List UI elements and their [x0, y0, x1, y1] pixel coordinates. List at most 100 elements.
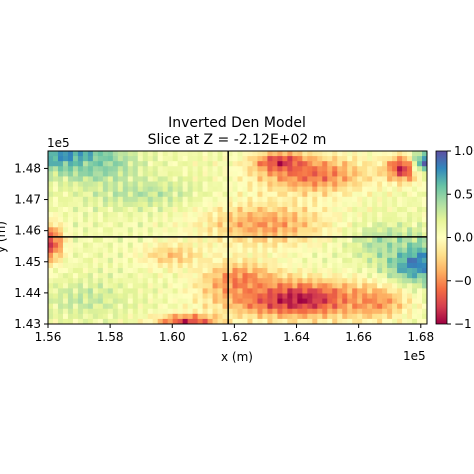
heatmap-cell [397, 217, 403, 223]
heatmap-cell [277, 313, 283, 320]
heatmap-cell [322, 227, 328, 233]
heatmap-cell [357, 217, 363, 223]
heatmap-cell [387, 181, 393, 188]
heatmap-cell [387, 196, 393, 203]
heatmap-cell [112, 161, 119, 167]
heatmap-cell [302, 298, 308, 305]
heatmap-cell [422, 237, 428, 243]
heatmap-cell [122, 262, 129, 269]
heatmap-cell [87, 237, 94, 243]
heatmap-cell [87, 212, 94, 218]
heatmap-cell [307, 283, 313, 289]
colorbar-ticks: 1.000.500.00−0−1 [447, 144, 474, 331]
heatmap-cell [122, 191, 129, 198]
heatmap-cell [317, 156, 323, 162]
heatmap-cell [327, 268, 333, 274]
heatmap-cell [107, 191, 114, 198]
heatmap-cell [327, 201, 333, 208]
heatmap-cell [197, 293, 203, 299]
heatmap-cell [312, 171, 318, 177]
heatmap-cell [157, 201, 164, 208]
heatmap-cell [302, 171, 308, 177]
heatmap-cell [142, 201, 149, 208]
heatmap-cell [397, 161, 403, 167]
heatmap-cell [162, 242, 169, 249]
heatmap-cell [82, 247, 89, 254]
heatmap-cell [407, 293, 413, 299]
heatmap-cell [127, 176, 134, 182]
heatmap-cell [242, 201, 248, 208]
heatmap-cell [412, 161, 418, 167]
heatmap-cell [382, 181, 388, 188]
heatmap-cell [127, 181, 134, 188]
heatmap-cell [387, 303, 393, 310]
heatmap-cell [132, 196, 139, 203]
heatmap-cell [402, 181, 408, 188]
heatmap-cell [377, 201, 383, 208]
heatmap-cell [372, 227, 378, 233]
heatmap-cell [362, 201, 368, 208]
heatmap-cell [157, 232, 164, 238]
heatmap-cell [142, 268, 149, 274]
heatmap-cell [337, 196, 343, 203]
heatmap-cell [52, 151, 59, 157]
heatmap-cell [62, 222, 69, 228]
heatmap-cell [222, 278, 228, 284]
heatmap-cell [227, 278, 233, 284]
heatmap-cell [137, 201, 144, 208]
heatmap-cell [102, 186, 109, 193]
heatmap-cell [377, 257, 383, 264]
heatmap-cell [117, 222, 124, 228]
heatmap-cell [337, 166, 343, 172]
heatmap-cell [152, 232, 159, 238]
heatmap-cell [257, 232, 263, 238]
heatmap-cell [62, 303, 69, 310]
heatmap-cell [107, 186, 114, 193]
heatmap-cell [157, 242, 164, 249]
heatmap-cell [137, 181, 144, 188]
heatmap-cell [287, 186, 293, 193]
heatmap-cell [232, 206, 238, 213]
heatmap-cell [387, 262, 393, 269]
heatmap-cell [57, 247, 64, 254]
heatmap-cell [187, 268, 194, 274]
heatmap-cell [362, 166, 368, 172]
heatmap-cell [142, 242, 149, 249]
heatmap-cell [77, 318, 84, 325]
heatmap-cell [267, 201, 273, 208]
heatmap-cell [292, 161, 298, 167]
heatmap-cell [127, 156, 134, 162]
heatmap-cell [107, 201, 114, 208]
heatmap-cell [67, 222, 74, 228]
heatmap-cell [122, 318, 129, 325]
heatmap-cell [197, 206, 203, 213]
heatmap-cell [242, 217, 248, 223]
heatmap-cell [247, 171, 253, 177]
heatmap-cell [322, 288, 328, 294]
heatmap-cell [257, 201, 263, 208]
heatmap-cell [372, 242, 378, 249]
heatmap-cell [317, 176, 323, 182]
heatmap-cell [377, 303, 383, 310]
heatmap-cell [352, 171, 358, 177]
heatmap-cell [262, 273, 268, 279]
heatmap-cell [422, 196, 428, 203]
heatmap-cell [82, 283, 89, 289]
heatmap-cell [182, 303, 189, 310]
heatmap-cell [207, 151, 213, 157]
heatmap-cell [347, 242, 353, 249]
heatmap-cell [197, 262, 203, 269]
heatmap-cell [247, 222, 253, 228]
heatmap-cell [127, 252, 134, 259]
heatmap-cell [157, 247, 164, 254]
heatmap-cell [412, 186, 418, 193]
heatmap-cell [107, 166, 114, 172]
heatmap-cell [182, 308, 189, 315]
heatmap-cell [127, 201, 134, 208]
heatmap-cell [167, 222, 174, 228]
heatmap-cell [207, 161, 213, 167]
heatmap-cell [92, 278, 99, 284]
heatmap-cell [267, 222, 273, 228]
heatmap-cell [77, 242, 84, 249]
heatmap-cell [67, 151, 74, 157]
